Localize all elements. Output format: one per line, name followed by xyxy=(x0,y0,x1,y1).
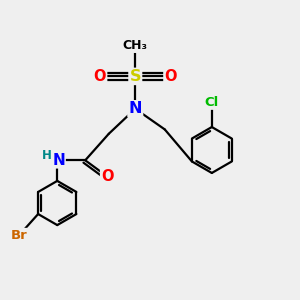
Text: CH₃: CH₃ xyxy=(123,39,148,52)
Text: N: N xyxy=(128,101,142,116)
Text: Br: Br xyxy=(11,229,27,242)
Text: S: S xyxy=(130,69,141,84)
Text: O: O xyxy=(164,69,177,84)
Text: H: H xyxy=(42,148,52,161)
Text: Cl: Cl xyxy=(205,96,219,109)
Text: O: O xyxy=(101,169,114,184)
Text: N: N xyxy=(52,153,65,168)
Text: O: O xyxy=(94,69,106,84)
